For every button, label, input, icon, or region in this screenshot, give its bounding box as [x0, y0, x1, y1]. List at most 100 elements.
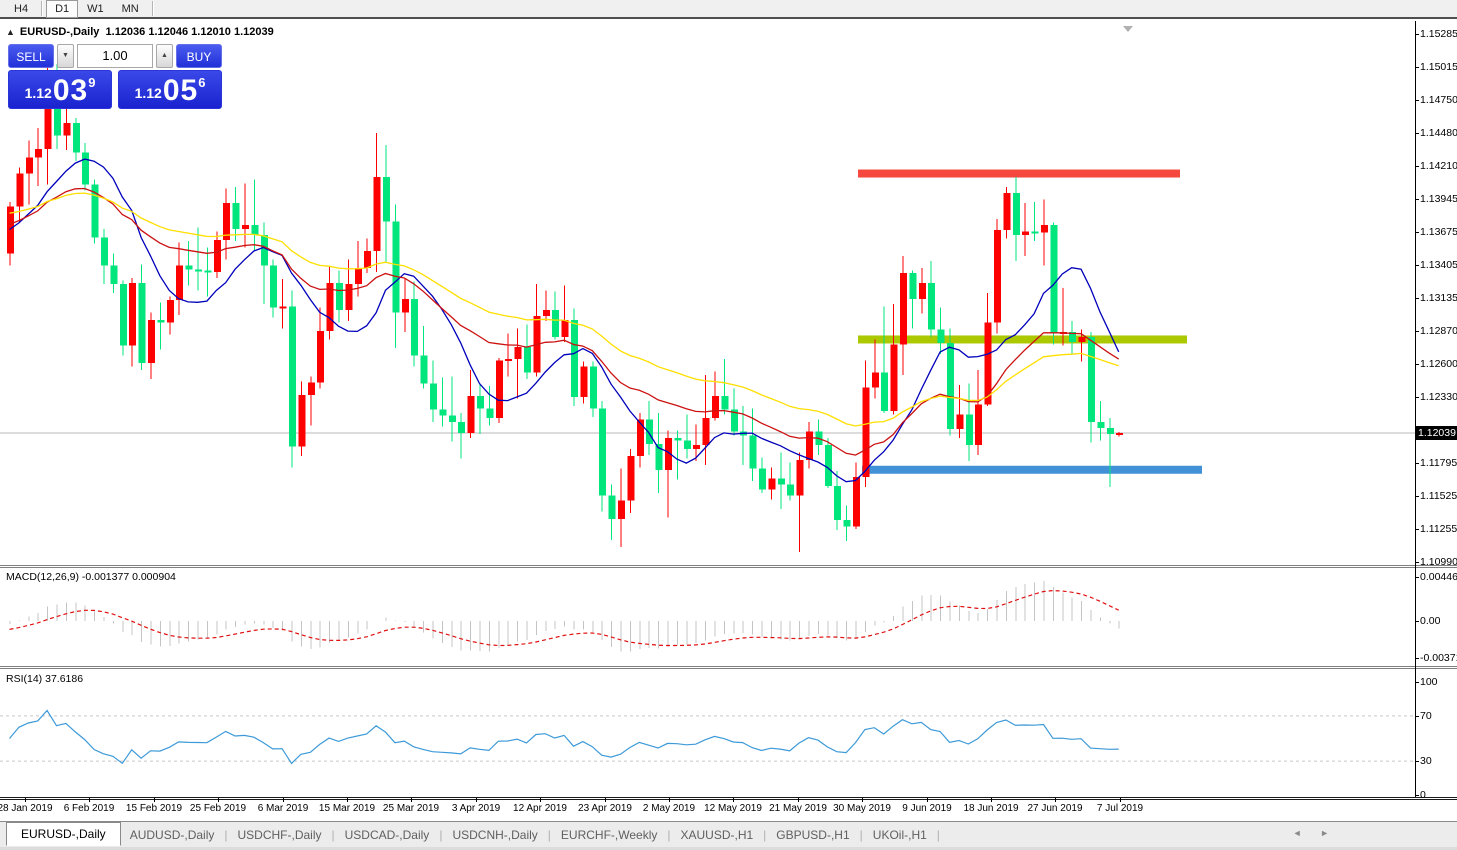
chart-tab-ukoil[interactable]: UKOil-,H1: [872, 827, 927, 842]
one-click-trading-panel: SELL ▼ 1.00 ▲ BUY 1.12 03 9 1.12 05 6: [8, 44, 222, 109]
price-tick: [1415, 166, 1419, 167]
date-tick: [154, 798, 155, 802]
buy-button[interactable]: BUY: [176, 44, 222, 68]
candle-body: [928, 282, 936, 330]
candle-body: [35, 148, 43, 158]
date-tick: [669, 798, 670, 802]
date-label: 6 Feb 2019: [63, 803, 115, 814]
macd-scale-label: 0.00: [1420, 615, 1441, 627]
chart-title: ▲ EURUSD-,Daily 1.12036 1.12046 1.12010 1…: [6, 26, 274, 38]
timeframe-button-h4[interactable]: H4: [14, 2, 29, 15]
rsi-pane-canvas[interactable]: [0, 670, 1415, 797]
main-chart-canvas[interactable]: [0, 21, 1415, 565]
date-tick: [733, 798, 734, 802]
lot-increase-button[interactable]: ▲: [156, 44, 173, 68]
candle-body: [336, 282, 343, 310]
date-label: 7 Jul 2019: [1096, 803, 1144, 814]
date-tick: [927, 798, 928, 802]
candle-body: [176, 265, 184, 301]
pane-splitter[interactable]: [0, 565, 1457, 566]
macd-pane-canvas[interactable]: [0, 569, 1415, 666]
price-tick-label: 1.13405: [1420, 259, 1457, 271]
candle-body: [712, 396, 719, 419]
date-label: 2 May 2019: [642, 803, 696, 814]
sell-price-button[interactable]: 1.12 03 9: [8, 70, 112, 109]
candle-body: [185, 265, 193, 270]
candle-body: [965, 414, 973, 446]
price-tick: [1415, 100, 1419, 101]
chart-tab-gbpusd[interactable]: GBPUSD-,H1: [776, 827, 850, 842]
candle-body: [260, 234, 268, 266]
mid-line[interactable]: [858, 335, 1187, 344]
chart-tab-eurusd[interactable]: EURUSD-,Daily: [6, 821, 121, 846]
candle-body: [853, 477, 860, 527]
candle-body: [514, 346, 522, 360]
tab-scroll-left-icon[interactable]: ◄: [1292, 828, 1302, 838]
price-tick-label: 1.14210: [1420, 160, 1457, 172]
buy-price-big: 05: [162, 74, 199, 107]
candle-body: [307, 382, 315, 395]
buy-price-button[interactable]: 1.12 05 6: [118, 70, 222, 109]
timeframe-button-d1[interactable]: D1: [46, 0, 79, 18]
rsi-name: RSI(14): [6, 673, 43, 685]
sell-price-base: 1.12: [24, 85, 52, 101]
macd-scale-tick: [1415, 658, 1419, 659]
date-label: 21 May 2019: [769, 803, 827, 814]
candle-body: [439, 409, 447, 416]
tab-separator: |: [224, 827, 228, 842]
price-tick: [1415, 265, 1419, 266]
candle-body: [674, 437, 682, 441]
chart-tab-usdchf[interactable]: USDCHF-,Daily: [237, 827, 322, 842]
candle-body: [317, 330, 325, 383]
chart-tab-usdcad[interactable]: USDCAD-,Daily: [344, 827, 430, 842]
candle-body: [768, 478, 776, 490]
tab-scroll-right-icon[interactable]: ►: [1320, 828, 1329, 838]
candle-body: [1050, 225, 1058, 334]
candle-body: [580, 366, 588, 398]
chart-tab-eurchf[interactable]: EURCHF-,Weekly: [560, 827, 658, 842]
price-tick: [1415, 199, 1419, 200]
chart-tab-xauusd[interactable]: XAUUSD-,H1: [680, 827, 754, 842]
price-scale-border: [1415, 21, 1416, 797]
timeframe-button-w1[interactable]: W1: [87, 2, 104, 15]
pane-splitter[interactable]: [0, 668, 1457, 669]
rsi-value: 37.6186: [45, 673, 84, 685]
date-tick: [411, 798, 412, 802]
date-tick: [218, 798, 219, 802]
date-label: 6 Mar 2019: [257, 803, 309, 814]
price-tick: [1415, 496, 1419, 497]
lot-decrease-button[interactable]: ▼: [57, 44, 74, 68]
pane-splitter[interactable]: [0, 666, 1457, 667]
candle-body: [589, 366, 597, 409]
pane-splitter[interactable]: [0, 567, 1457, 568]
candle-body: [834, 485, 842, 521]
candle-body: [636, 419, 644, 457]
candle-body: [1041, 225, 1048, 233]
price-tick-label: 1.11255: [1420, 523, 1457, 535]
date-label: 25 Feb 2019: [189, 803, 247, 814]
candle-body: [890, 344, 898, 411]
candle-body: [937, 329, 945, 344]
date-label: 23 Apr 2019: [578, 803, 632, 814]
candle-body: [721, 396, 729, 410]
candle-body: [900, 273, 907, 345]
chart-tab-audusd[interactable]: AUDUSD-,Daily: [129, 827, 215, 842]
candle-body: [975, 404, 983, 446]
support-line[interactable]: [862, 465, 1202, 474]
date-tick: [1055, 798, 1056, 802]
price-tick-label: 1.14750: [1420, 94, 1457, 106]
rsi-scale-label: 100: [1420, 676, 1438, 688]
chart-expand-icon[interactable]: ▲: [6, 27, 15, 37]
rsi-scale-tick: [1415, 682, 1419, 683]
candle-body: [82, 152, 90, 185]
date-tick: [1120, 798, 1121, 802]
scroll-to-end-icon[interactable]: [1123, 26, 1133, 32]
resistance-line[interactable]: [858, 169, 1180, 178]
date-tick: [283, 798, 284, 802]
candle-body: [646, 419, 654, 444]
lot-size-input[interactable]: 1.00: [77, 44, 153, 68]
chart-tab-usdcnh[interactable]: USDCNH-,Daily: [452, 827, 538, 842]
timeframe-button-mn[interactable]: MN: [121, 2, 139, 15]
sell-button[interactable]: SELL: [8, 44, 54, 68]
